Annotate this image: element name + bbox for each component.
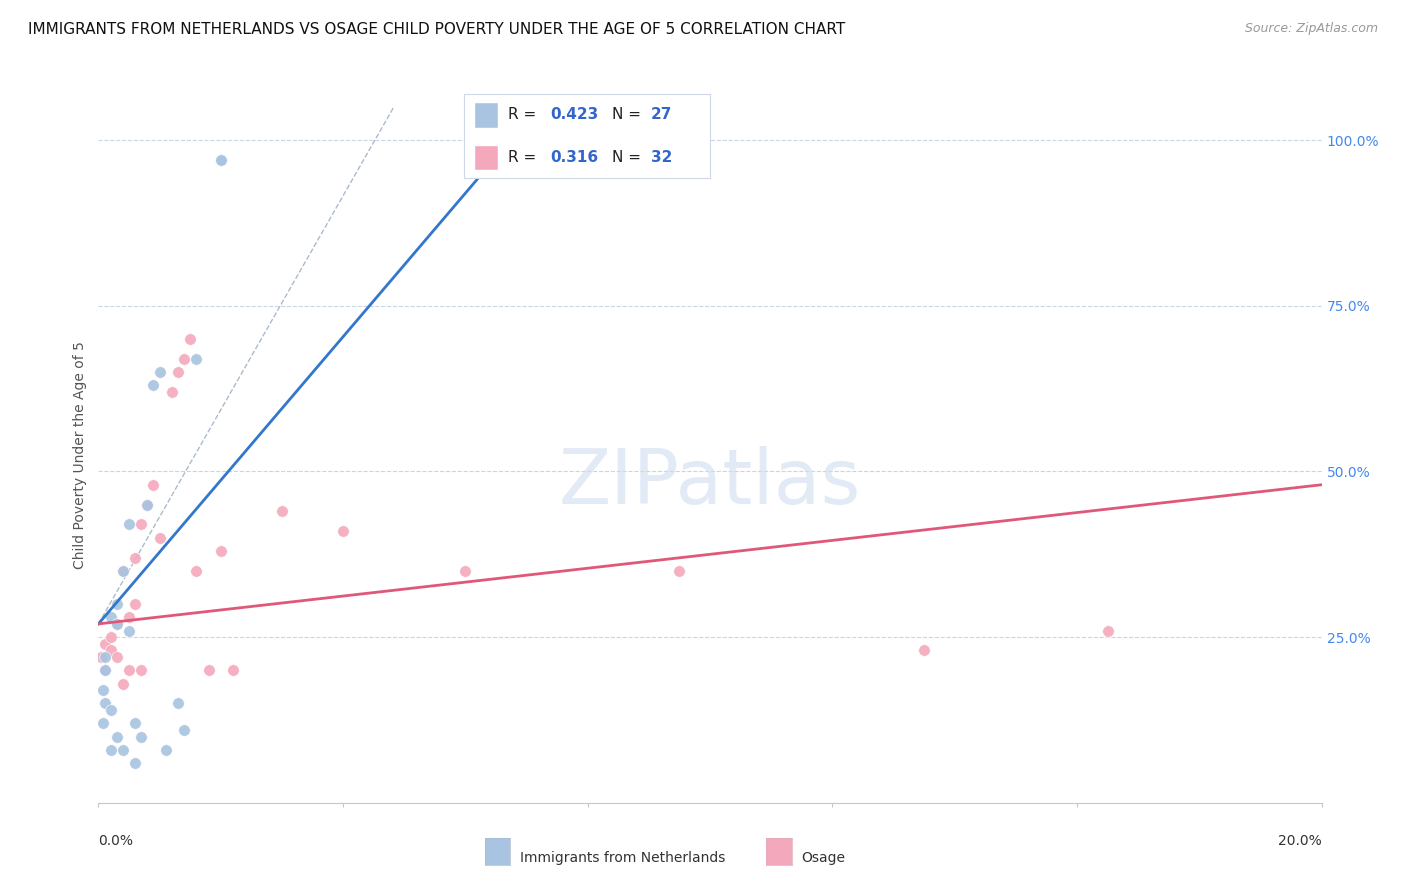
Point [118, 663, 141, 677]
Text: Immigrants from Netherlands: Immigrants from Netherlands [520, 851, 725, 865]
Point [129, 663, 152, 677]
Text: ZIPatlas: ZIPatlas [558, 446, 862, 520]
Point [186, 564, 208, 578]
Text: 0.0%: 0.0% [98, 834, 134, 848]
Point [129, 730, 152, 744]
Point [173, 351, 195, 366]
Point [155, 743, 177, 757]
Point [142, 477, 165, 491]
Point [167, 365, 190, 379]
Point [179, 332, 201, 346]
Text: 0.316: 0.316 [550, 150, 598, 165]
Point [173, 723, 195, 737]
Point [209, 153, 232, 167]
Text: N =: N = [612, 107, 645, 122]
Text: N =: N = [612, 150, 645, 165]
Point [136, 498, 159, 512]
Text: 27: 27 [651, 107, 672, 122]
Point [100, 643, 122, 657]
Point [93, 650, 115, 665]
Point [111, 743, 134, 757]
Point [222, 663, 245, 677]
Point [149, 531, 172, 545]
Point [118, 624, 141, 638]
Point [118, 517, 141, 532]
Point [1097, 624, 1119, 638]
Text: R =: R = [509, 150, 541, 165]
Point [454, 564, 477, 578]
Point [111, 676, 134, 690]
Point [124, 756, 146, 770]
Point [90, 650, 112, 665]
Point [912, 643, 935, 657]
Point [118, 610, 141, 624]
Point [91, 683, 114, 698]
Point [270, 504, 292, 518]
Point [142, 378, 165, 392]
Text: Source: ZipAtlas.com: Source: ZipAtlas.com [1244, 22, 1378, 36]
Point [129, 517, 152, 532]
Point [124, 597, 146, 611]
Point [209, 544, 232, 558]
Point [93, 637, 115, 651]
Point [91, 716, 114, 731]
Point [197, 663, 219, 677]
Point [100, 610, 122, 624]
Text: R =: R = [509, 107, 541, 122]
Point [105, 597, 128, 611]
Point [111, 564, 134, 578]
Point [186, 351, 208, 366]
Point [100, 630, 122, 644]
Point [160, 384, 183, 399]
Point [105, 730, 128, 744]
Point [93, 697, 115, 711]
Point [100, 703, 122, 717]
Point [105, 616, 128, 631]
Y-axis label: Child Poverty Under the Age of 5: Child Poverty Under the Age of 5 [73, 341, 87, 569]
Point [124, 550, 146, 565]
Point [136, 498, 159, 512]
Point [209, 153, 232, 167]
Text: 32: 32 [651, 150, 672, 165]
Point [111, 564, 134, 578]
Point [124, 716, 146, 731]
Point [332, 524, 354, 538]
Point [149, 365, 172, 379]
Point [668, 564, 690, 578]
Text: Osage: Osage [801, 851, 845, 865]
Text: IMMIGRANTS FROM NETHERLANDS VS OSAGE CHILD POVERTY UNDER THE AGE OF 5 CORRELATIO: IMMIGRANTS FROM NETHERLANDS VS OSAGE CHI… [28, 22, 845, 37]
FancyBboxPatch shape [474, 145, 499, 169]
Point [93, 663, 115, 677]
Point [105, 650, 128, 665]
Point [105, 616, 128, 631]
Point [93, 663, 115, 677]
Text: 0.423: 0.423 [550, 107, 599, 122]
Point [167, 697, 190, 711]
FancyBboxPatch shape [474, 103, 499, 128]
Point [100, 743, 122, 757]
Text: 20.0%: 20.0% [1278, 834, 1322, 848]
